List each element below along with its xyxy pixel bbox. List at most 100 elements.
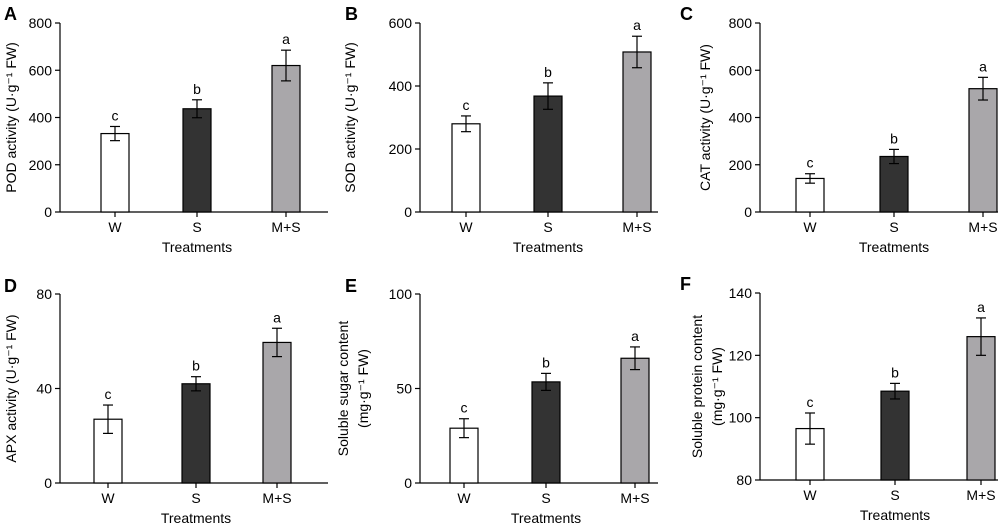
- significance-letter: a: [979, 58, 987, 74]
- bar-mpluss: [966, 336, 996, 481]
- bar-s: [533, 95, 563, 213]
- significance-letter: a: [977, 299, 985, 315]
- significance-letter: b: [890, 130, 898, 146]
- y-tick-label: 80: [736, 472, 752, 488]
- bar-w: [100, 132, 130, 213]
- bar-mpluss: [271, 64, 301, 213]
- x-tick-label: M+S: [966, 487, 995, 503]
- x-axis-title: Treatments: [859, 239, 929, 255]
- y-tick-label: 0: [404, 204, 412, 220]
- y-tick-label: 0: [44, 475, 52, 491]
- x-tick-label: S: [191, 490, 200, 506]
- y-tick-label: 40: [36, 381, 52, 397]
- x-axis-title: Treatments: [513, 239, 583, 255]
- panel-letter: A: [4, 4, 17, 24]
- panel-d: D 0 40 80 APX activity (U·g⁻¹ FW) c Wb Sa M+S Tre…: [3, 276, 328, 526]
- x-axis-title: Treatments: [161, 510, 231, 526]
- significance-letter: c: [807, 155, 814, 171]
- x-tick-label: M+S: [622, 219, 651, 235]
- x-tick-label: M+S: [620, 490, 649, 506]
- y-axis-title: Soluble protein content: [689, 315, 705, 458]
- significance-letter: a: [273, 309, 281, 325]
- y-axis-title: APX activity (U·g⁻¹ FW): [3, 314, 19, 462]
- x-axis-title: Treatments: [162, 239, 232, 255]
- panel-letter: B: [345, 4, 358, 24]
- significance-letter: c: [112, 107, 119, 123]
- y-axis-title: Soluble sugar content: [335, 321, 351, 457]
- panel-letter: C: [680, 4, 693, 24]
- y-tick-label: 200: [729, 157, 753, 173]
- panel-a: A 0 200 400 600 800 POD activity (U·g⁻¹ FW) c Wb…: [3, 4, 328, 255]
- y-tick-label: 200: [389, 141, 413, 157]
- x-tick-label: W: [108, 219, 122, 235]
- y-tick-label: 140: [729, 285, 753, 301]
- x-tick-label: S: [192, 219, 201, 235]
- panel-letter: E: [345, 276, 357, 296]
- x-tick-label: S: [543, 219, 552, 235]
- x-tick-label: M+S: [968, 219, 997, 235]
- x-tick-label: W: [459, 219, 473, 235]
- y-tick-label: 0: [404, 475, 412, 491]
- significance-letter: c: [461, 400, 468, 416]
- panel-c: C 0 200 400 600 800 CAT activity (U·g⁻¹ FW) c Wb…: [680, 4, 998, 255]
- bar-s: [181, 383, 211, 484]
- y-tick-label: 600: [29, 62, 53, 78]
- bar-w: [451, 123, 481, 213]
- significance-letter: b: [542, 354, 550, 370]
- bar-s: [531, 381, 561, 484]
- y-tick-label: 0: [744, 204, 752, 220]
- panel-e: E 0 50 100 Soluble sugar content (mg·g⁻¹ FW) c…: [335, 276, 658, 526]
- bar-mpluss: [622, 51, 652, 213]
- bar-mpluss: [968, 88, 998, 213]
- y-tick-label: 400: [29, 110, 53, 126]
- x-tick-label: W: [803, 487, 817, 503]
- panel-letter: D: [4, 276, 17, 296]
- y-axis-title: SOD activity (U·g⁻¹ FW): [342, 42, 358, 193]
- bar-s: [880, 390, 910, 481]
- significance-letter: c: [807, 394, 814, 410]
- panel-b: B 0 200 400 600 SOD activity (U·g⁻¹ FW) c Wb Sa M…: [342, 4, 658, 255]
- y-tick-label: 600: [389, 15, 413, 31]
- bar-s: [879, 155, 909, 213]
- y-tick-label: 0: [44, 204, 52, 220]
- y-axis-title: (mg·g⁻¹ FW): [709, 347, 725, 426]
- x-tick-label: S: [541, 490, 550, 506]
- y-tick-label: 100: [729, 410, 753, 426]
- y-tick-label: 400: [389, 78, 413, 94]
- y-tick-label: 200: [29, 157, 53, 173]
- y-tick-label: 800: [29, 15, 53, 31]
- x-tick-label: W: [457, 490, 471, 506]
- y-tick-label: 50: [396, 381, 412, 397]
- x-tick-label: W: [101, 490, 115, 506]
- y-axis-title: POD activity (U·g⁻¹ FW): [3, 42, 19, 193]
- significance-letter: a: [631, 328, 639, 344]
- x-tick-label: M+S: [271, 219, 300, 235]
- panel-f: F 80 100 120 140 Soluble protein content (mg·g…: [680, 274, 998, 523]
- significance-letter: b: [544, 64, 552, 80]
- y-tick-label: 120: [729, 347, 753, 363]
- x-tick-label: S: [890, 487, 899, 503]
- significance-letter: a: [282, 31, 290, 47]
- x-tick-label: S: [889, 219, 898, 235]
- bar-mpluss: [262, 341, 292, 484]
- y-tick-label: 400: [729, 110, 753, 126]
- significance-letter: c: [105, 386, 112, 402]
- bar-w: [795, 177, 825, 213]
- x-axis-title: Treatments: [511, 510, 581, 526]
- y-tick-label: 800: [729, 15, 753, 31]
- x-tick-label: W: [803, 219, 817, 235]
- y-tick-label: 600: [729, 62, 753, 78]
- significance-letter: b: [891, 364, 899, 380]
- bar-s: [182, 108, 212, 213]
- x-tick-label: M+S: [262, 490, 291, 506]
- y-axis-title: (mg·g⁻¹ FW): [355, 349, 371, 428]
- significance-letter: a: [633, 17, 641, 33]
- significance-letter: b: [192, 358, 200, 374]
- panel-letter: F: [680, 274, 691, 294]
- y-tick-label: 80: [36, 286, 52, 302]
- significance-letter: b: [193, 81, 201, 97]
- significance-letter: c: [463, 97, 470, 113]
- y-axis-title: CAT activity (U·g⁻¹ FW): [697, 44, 713, 191]
- bar-mpluss: [620, 357, 650, 484]
